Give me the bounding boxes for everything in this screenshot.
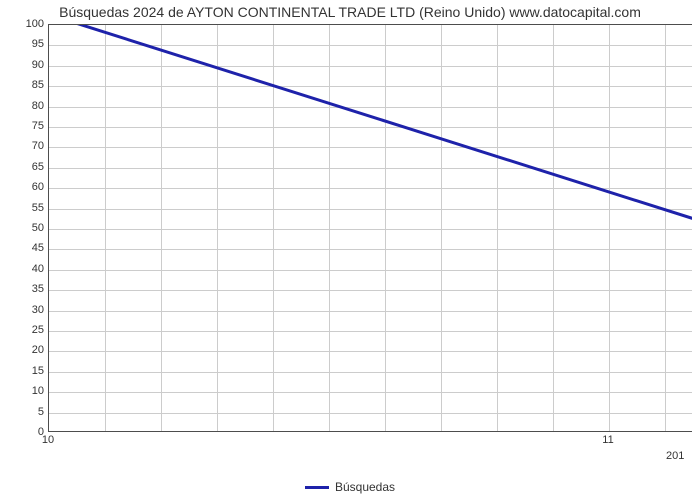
y-tick-label: 75: [4, 120, 44, 132]
y-tick-label: 20: [4, 344, 44, 356]
vgrid-line: [329, 25, 330, 431]
y-tick-label: 70: [4, 140, 44, 152]
y-tick-label: 100: [4, 18, 44, 30]
hgrid-line: [49, 209, 692, 210]
y-tick-label: 85: [4, 79, 44, 91]
hgrid-line: [49, 270, 692, 271]
hgrid-line: [49, 351, 692, 352]
x-tick-label: 10: [42, 434, 54, 446]
y-tick-label: 0: [4, 426, 44, 438]
legend-label: Búsquedas: [335, 480, 395, 494]
vgrid-line: [161, 25, 162, 431]
y-tick-label: 10: [4, 385, 44, 397]
vgrid-line: [441, 25, 442, 431]
y-tick-label: 35: [4, 283, 44, 295]
vgrid-line: [217, 25, 218, 431]
y-tick-label: 45: [4, 242, 44, 254]
vgrid-line: [385, 25, 386, 431]
chart-container: Búsquedas 2024 de AYTON CONTINENTAL TRAD…: [0, 0, 700, 500]
y-tick-label: 25: [4, 324, 44, 336]
hgrid-line: [49, 127, 692, 128]
hgrid-line: [49, 107, 692, 108]
y-tick-label: 90: [4, 59, 44, 71]
legend-swatch: [305, 486, 329, 489]
hgrid-line: [49, 147, 692, 148]
y-tick-label: 15: [4, 365, 44, 377]
y-tick-label: 5: [4, 406, 44, 418]
hgrid-line: [49, 249, 692, 250]
y-tick-label: 30: [4, 304, 44, 316]
plot-area: [48, 24, 692, 432]
y-tick-label: 55: [4, 202, 44, 214]
y-tick-label: 80: [4, 100, 44, 112]
hgrid-line: [49, 413, 692, 414]
chart-title: Búsquedas 2024 de AYTON CONTINENTAL TRAD…: [0, 4, 700, 20]
y-tick-label: 40: [4, 263, 44, 275]
vgrid-line: [553, 25, 554, 431]
vgrid-line: [609, 25, 610, 431]
hgrid-line: [49, 392, 692, 393]
y-tick-label: 60: [4, 181, 44, 193]
legend: Búsquedas: [0, 479, 700, 494]
hgrid-line: [49, 372, 692, 373]
vgrid-line: [497, 25, 498, 431]
hgrid-line: [49, 290, 692, 291]
vgrid-line: [665, 25, 666, 431]
x-sub-label: 201: [666, 450, 684, 462]
hgrid-line: [49, 86, 692, 87]
hgrid-line: [49, 311, 692, 312]
hgrid-line: [49, 168, 692, 169]
vgrid-line: [105, 25, 106, 431]
x-tick-label: 11: [602, 434, 613, 446]
hgrid-line: [49, 229, 692, 230]
hgrid-line: [49, 331, 692, 332]
y-tick-label: 95: [4, 38, 44, 50]
hgrid-line: [49, 66, 692, 67]
series-line: [48, 24, 692, 220]
y-tick-label: 65: [4, 161, 44, 173]
y-tick-label: 50: [4, 222, 44, 234]
